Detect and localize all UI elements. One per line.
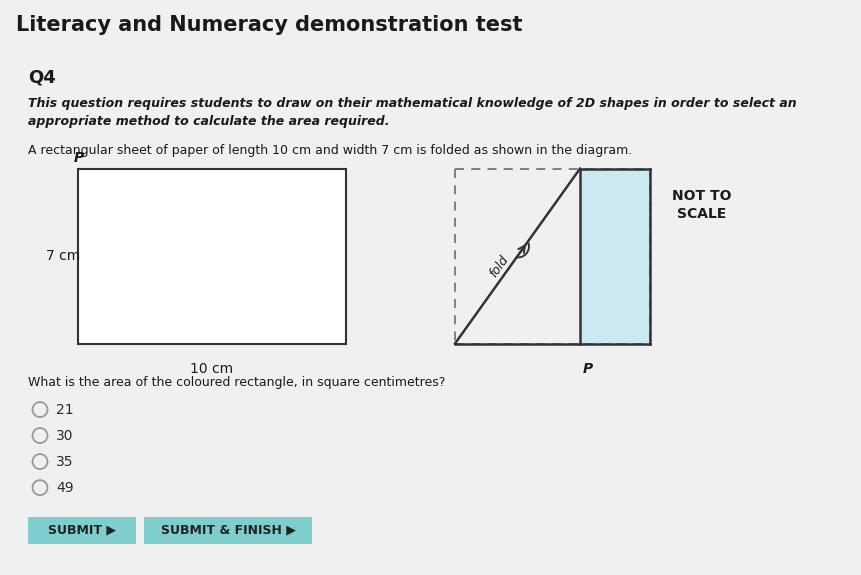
Text: P: P — [74, 151, 84, 164]
Text: SUBMIT ▶: SUBMIT ▶ — [48, 524, 116, 536]
Text: Literacy and Numeracy demonstration test: Literacy and Numeracy demonstration test — [15, 16, 522, 35]
Text: 10 cm: 10 cm — [190, 362, 233, 375]
Text: NOT TO
SCALE: NOT TO SCALE — [672, 189, 731, 221]
Text: This question requires students to draw on their mathematical knowledge of 2D sh: This question requires students to draw … — [28, 97, 796, 128]
Text: 21: 21 — [56, 402, 73, 417]
Text: A rectangular sheet of paper of length 10 cm and width 7 cm is folded as shown i: A rectangular sheet of paper of length 1… — [28, 144, 631, 156]
Text: Q4: Q4 — [28, 68, 56, 87]
Text: P: P — [582, 362, 592, 375]
Text: fold: fold — [486, 253, 511, 279]
Text: 7 cm: 7 cm — [46, 249, 80, 263]
Bar — [579, 168, 649, 344]
Text: 35: 35 — [56, 455, 73, 469]
Bar — [144, 516, 312, 543]
Text: What is the area of the coloured rectangle, in square centimetres?: What is the area of the coloured rectang… — [28, 375, 445, 389]
Text: 30: 30 — [56, 428, 73, 443]
Text: SUBMIT & FINISH ▶: SUBMIT & FINISH ▶ — [160, 524, 295, 536]
Bar — [28, 516, 136, 543]
Text: 49: 49 — [56, 481, 73, 494]
Bar — [77, 168, 345, 344]
